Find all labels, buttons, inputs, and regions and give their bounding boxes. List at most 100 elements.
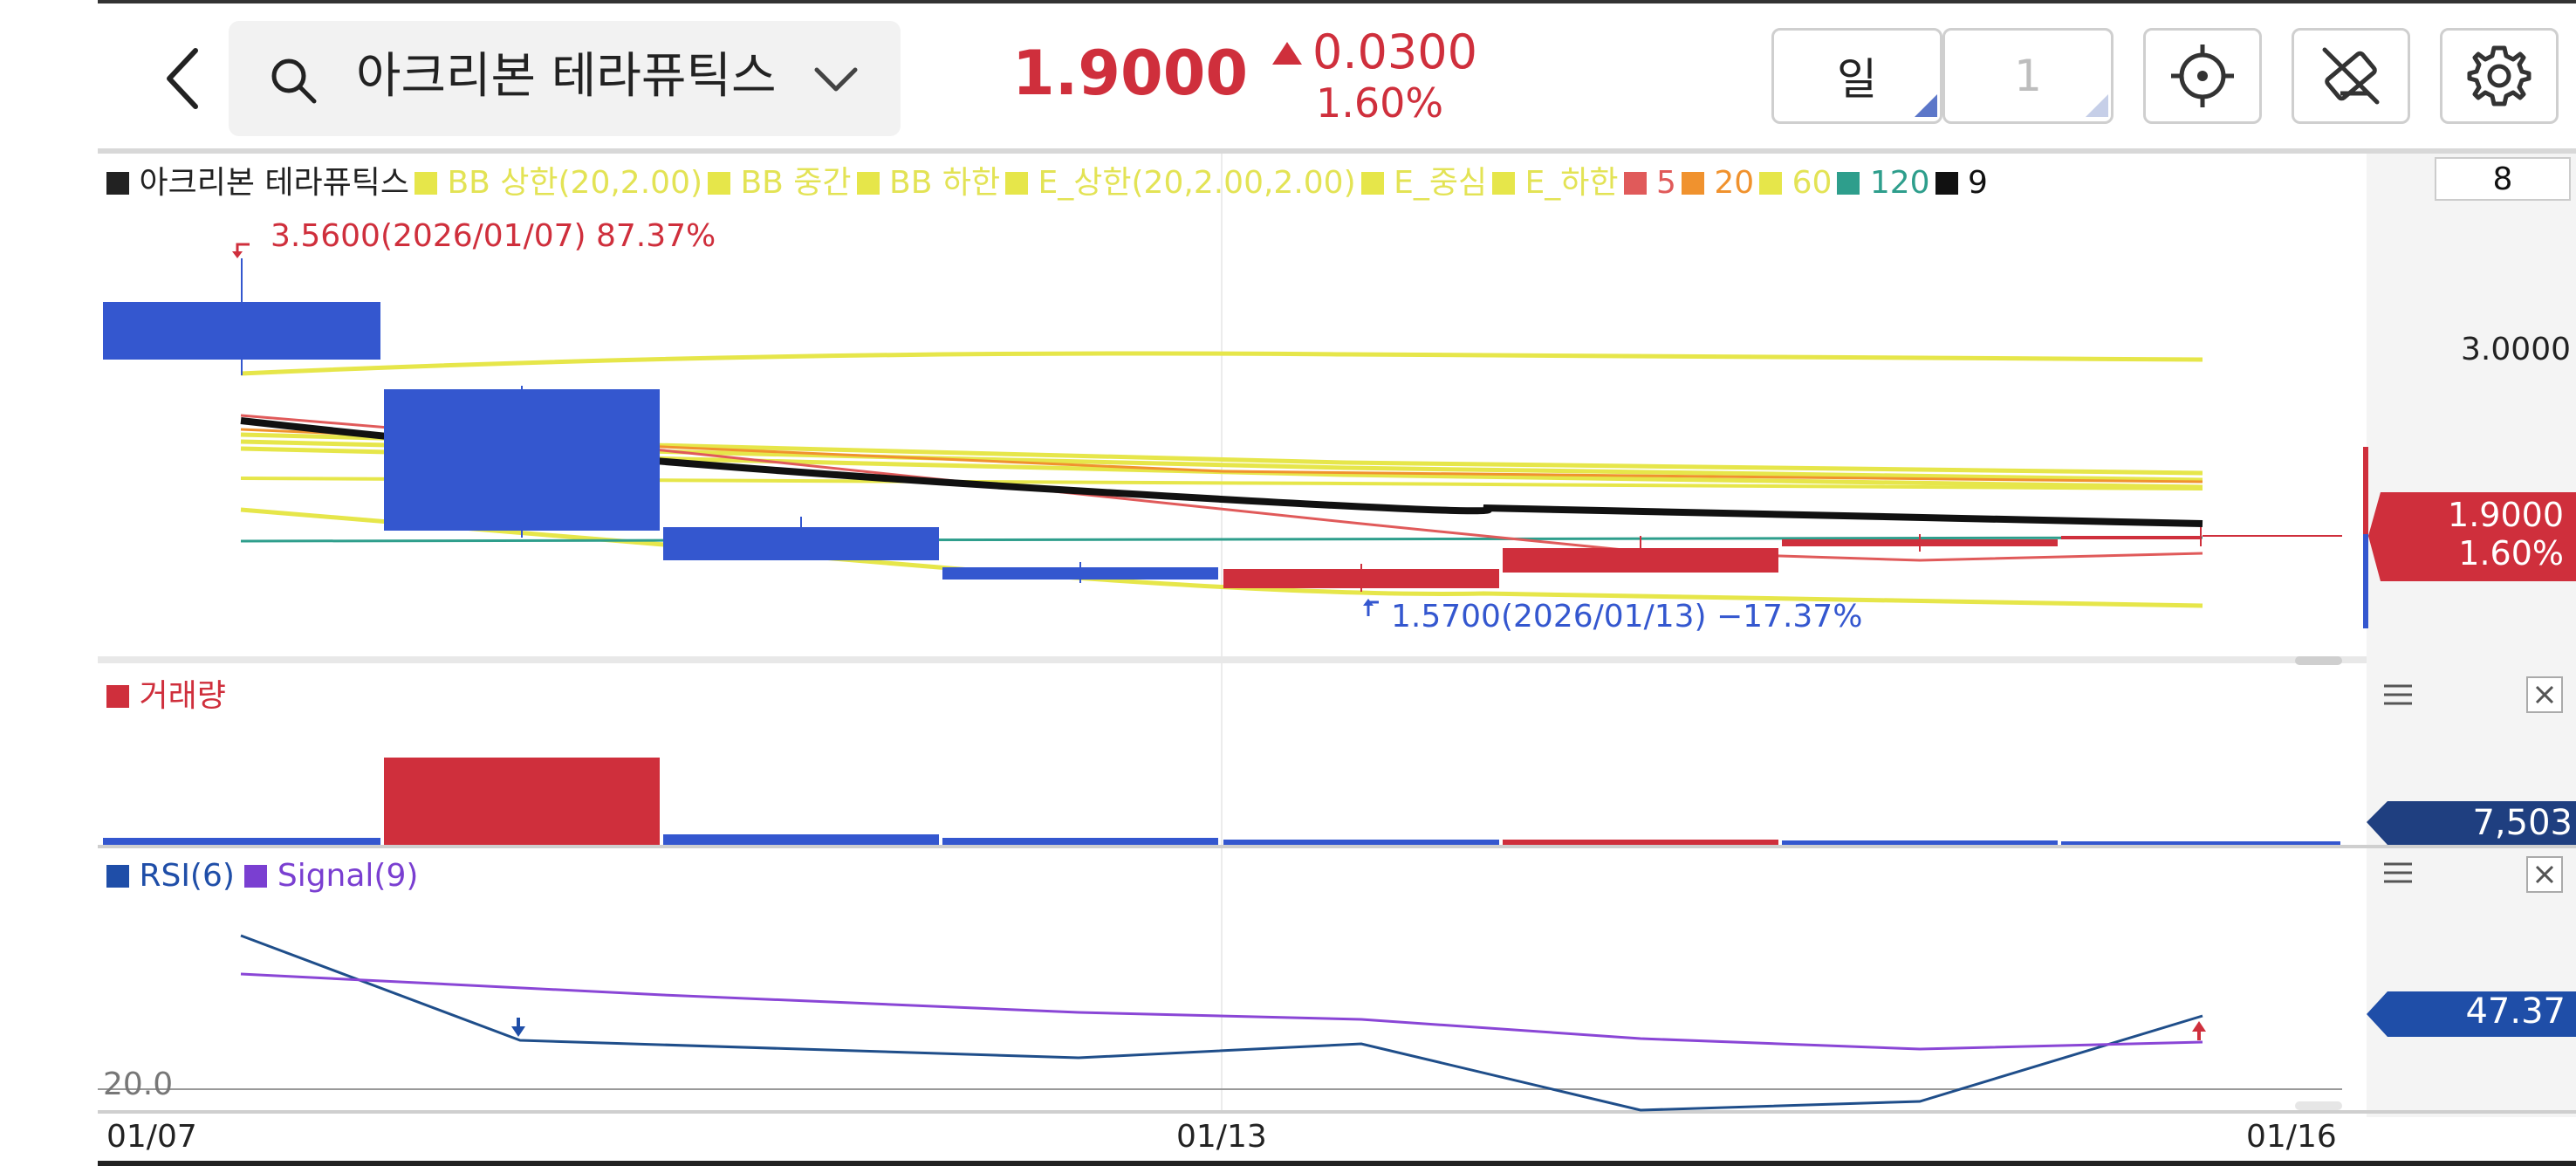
candle-body: [384, 389, 660, 531]
axis-value-label: 3.0000: [2461, 332, 2571, 367]
price-change-percent: 1.60%: [1316, 79, 1444, 127]
period-label: 일: [1837, 54, 1877, 105]
signal-legend-swatch: [244, 865, 268, 888]
rsi-legend-swatch: [106, 865, 129, 888]
crosshair-icon: [2171, 45, 2234, 107]
chevron-down-icon[interactable]: [812, 61, 860, 96]
main-legend: 아크리본 테라퓨틱스 BB 상한(20,2.00) BB 중간 BB 하한 E_…: [106, 162, 1993, 204]
volume-bar: [1223, 840, 1499, 845]
x-axis-label-mid: 01/13: [1176, 1119, 1267, 1155]
dropdown-corner-icon: [1915, 94, 1937, 117]
volume-bar: [663, 834, 939, 845]
legend-swatch: [1623, 172, 1647, 195]
sell-arrow-icon: [511, 1018, 525, 1037]
period-count-button[interactable]: [1942, 28, 2114, 124]
legend-swatch: [106, 172, 129, 195]
volume-legend: 거래량: [106, 676, 226, 717]
legend-swatch: [1759, 172, 1783, 195]
x-axis-label-start: 01/07: [106, 1119, 197, 1155]
main-panel-resize-handle[interactable]: [2295, 656, 2342, 665]
bb-upper-line: [240, 351, 2203, 376]
legend-label: 120: [1869, 165, 1930, 201]
candle-body: [663, 527, 939, 560]
rsi-legend-label: RSI(6): [139, 858, 235, 894]
rsi-panel-resize-handle[interactable]: [2295, 1101, 2342, 1110]
price-range-bar-up: [2363, 447, 2368, 534]
legend-label: 9: [1968, 165, 1988, 201]
search-icon: [271, 58, 317, 104]
rsi-level-label: 20.0: [103, 1067, 174, 1102]
volume-tag: [2367, 801, 2576, 845]
legend-label: BB 하한: [889, 165, 1001, 201]
legend-swatch: [1837, 172, 1860, 195]
volume-bar: [384, 758, 660, 845]
hamburger-icon[interactable]: [2384, 684, 2412, 705]
back-button[interactable]: [148, 35, 218, 122]
period-select-button[interactable]: [1771, 28, 1942, 124]
volume-bar: [103, 838, 380, 845]
rsi-tag: [2367, 991, 2576, 1037]
volume-bar: [942, 838, 1218, 845]
legend-label: 60: [1792, 165, 1833, 201]
legend-label: 20: [1714, 165, 1755, 201]
high-annotation-text: 3.5600(2026/01/07) 87.37%: [271, 218, 716, 254]
rsi-line: [240, 934, 2203, 1112]
back-icon: [167, 48, 198, 109]
period-count-label: 1: [2014, 51, 2042, 101]
header-divider: [98, 148, 2576, 154]
price-range-bar: [2363, 447, 2368, 628]
legend-swatch: [856, 172, 880, 195]
drawing-tools-button[interactable]: [2292, 28, 2410, 124]
dropdown-corner-icon: [2086, 94, 2108, 117]
legend-swatch: [1005, 172, 1029, 195]
x-axis-label-end: 01/16: [2246, 1119, 2337, 1155]
legend-swatch: [708, 172, 731, 195]
legend-label: BB 중간: [740, 165, 852, 201]
top-border: [98, 0, 2576, 3]
bottom-border: [98, 1161, 2576, 1166]
legend-swatch: [414, 172, 437, 195]
hamburger-icon[interactable]: [2384, 862, 2412, 883]
panel-divider-volume: [98, 845, 2576, 848]
rsi-tag-value: 47.37: [2465, 991, 2566, 1032]
right-axis-background: [2367, 154, 2576, 1117]
close-icon[interactable]: [2526, 856, 2563, 893]
price-change: 0.0300: [1312, 24, 1477, 79]
crosshair-button[interactable]: [2143, 28, 2262, 124]
visible-count-box[interactable]: 8: [2435, 157, 2571, 201]
candlesticks: [103, 258, 2202, 592]
buy-arrow-icon: [2192, 1021, 2206, 1040]
legend-swatch: [1492, 172, 1516, 195]
price-tag-percent: 1.60%: [2458, 534, 2564, 573]
close-icon[interactable]: [2526, 676, 2563, 713]
volume-tag-value: 7,503: [2472, 803, 2573, 843]
legend-label: BB 상한(20,2.00): [447, 165, 703, 201]
volume-bar: [2061, 841, 2340, 845]
drawing-tools-off-icon: [2322, 47, 2380, 105]
candle-body: [942, 567, 1218, 580]
legend-swatch: [1935, 172, 1958, 195]
rsi-legend: RSI(6) Signal(9): [106, 855, 418, 897]
price-tag: [2368, 492, 2576, 581]
panel-divider-main: [98, 656, 2367, 663]
up-arrow-icon: [1272, 42, 1302, 65]
candle-body: [103, 302, 380, 360]
legend-swatch: [1360, 172, 1384, 195]
x-axis-divider: [98, 1110, 2576, 1114]
volume-bars: [103, 758, 2340, 845]
high-annotation: [232, 243, 250, 258]
volume-legend-swatch: [106, 685, 129, 708]
stock-search-box[interactable]: [229, 21, 901, 136]
price-tag-value: 1.9000: [2448, 496, 2564, 534]
signal-line: [240, 972, 2203, 1051]
candle-body: [1223, 569, 1499, 588]
current-price: 1.9000: [1012, 38, 1249, 109]
legend-label: E_중심: [1394, 165, 1488, 201]
signal-legend-label: Signal(9): [277, 858, 419, 894]
stock-name: 아크리본 테라퓨틱스: [356, 48, 777, 105]
legend-label: E_하한: [1524, 165, 1619, 201]
candle-body: [1782, 539, 2058, 546]
settings-button[interactable]: [2440, 28, 2559, 124]
low-annotation: [1363, 599, 1379, 616]
